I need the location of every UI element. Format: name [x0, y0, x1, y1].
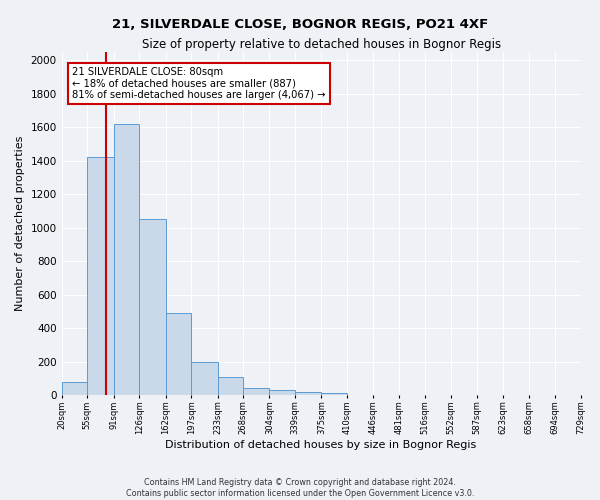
- Bar: [243, 388, 269, 395]
- Bar: [295, 392, 322, 395]
- Text: 21 SILVERDALE CLOSE: 80sqm
← 18% of detached houses are smaller (887)
81% of sem: 21 SILVERDALE CLOSE: 80sqm ← 18% of deta…: [72, 67, 326, 100]
- Bar: [166, 313, 191, 395]
- Text: 21, SILVERDALE CLOSE, BOGNOR REGIS, PO21 4XF: 21, SILVERDALE CLOSE, BOGNOR REGIS, PO21…: [112, 18, 488, 30]
- Bar: [218, 378, 243, 395]
- Bar: [113, 124, 139, 395]
- Bar: [269, 390, 295, 395]
- Bar: [191, 362, 218, 395]
- Y-axis label: Number of detached properties: Number of detached properties: [15, 136, 25, 311]
- Bar: [139, 219, 166, 395]
- Bar: [62, 382, 87, 395]
- X-axis label: Distribution of detached houses by size in Bognor Regis: Distribution of detached houses by size …: [166, 440, 477, 450]
- Bar: [322, 392, 347, 395]
- Text: Contains HM Land Registry data © Crown copyright and database right 2024.
Contai: Contains HM Land Registry data © Crown c…: [126, 478, 474, 498]
- Bar: [87, 157, 113, 395]
- Title: Size of property relative to detached houses in Bognor Regis: Size of property relative to detached ho…: [142, 38, 500, 51]
